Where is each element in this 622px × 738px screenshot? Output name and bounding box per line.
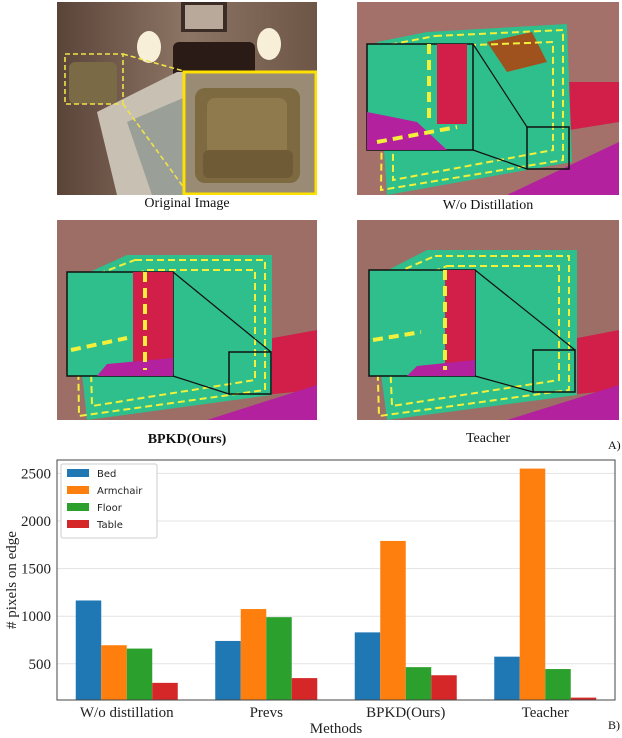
caption-bpkd: BPKD(Ours) [147,432,227,447]
legend-label: Table [96,520,123,531]
y-tick-label: 2000 [21,514,51,530]
teacher-segmentation [357,220,619,420]
legend-label: Armchair [97,486,143,497]
bpkd-panel [57,220,317,420]
legend-swatch [67,503,89,511]
legend-swatch [67,486,89,494]
original-image-panel [57,2,317,195]
part-label-b: B) [608,718,620,732]
wo-distillation-panel [357,2,619,195]
bar-armchair [240,609,267,700]
caption-teacher: Teacher [465,431,511,446]
bar-table [152,682,178,700]
bar-armchair [380,540,406,700]
caption-wo-distillation: W/o Distillation [442,198,534,213]
pixels-on-edge-bar-chart: 500 1000 1500 2000 2500 W/o distillation Prev… [4,459,616,737]
y-ticks: 500 1000 1500 2000 2500 [21,466,51,672]
legend-swatch [67,469,89,477]
legend-swatch [67,520,89,528]
y-axis-label: # pixels on edge [4,531,20,629]
y-tick-label: 500 [29,657,52,673]
legend-label: Bed [97,469,116,480]
legend-label: Floor [97,503,123,514]
y-tick-label: 2500 [21,466,51,482]
bar-bed [354,632,381,700]
bar-armchair [519,468,546,700]
plot-frame [56,459,616,701]
x-tick-label: BPKD(Ours) [366,705,445,721]
y-tick-label: 1500 [21,562,51,578]
y-tick-label: 1000 [21,609,51,625]
bar-bed [215,640,241,700]
x-ticks: W/o distillation Prevs BPKD(Ours) Teacher [80,705,569,721]
x-tick-label: W/o distillation [80,705,174,721]
bar-floor [405,667,432,700]
bar-bed [494,656,520,700]
legend-box [60,463,158,539]
bar-bed [75,600,102,700]
bar-floor [545,669,571,700]
bar-floor [266,617,292,700]
original-image [57,2,317,195]
bar-table [431,675,457,700]
bars-layer [75,468,597,700]
teacher-panel [357,220,619,420]
bar-armchair [101,645,127,700]
wo-distillation-segmentation [357,2,619,195]
x-tick-label: Teacher [522,705,569,721]
chart-legend: Bed Armchair Floor Table [60,463,158,539]
bar-table [570,697,597,700]
x-axis-label: Methods [310,721,363,737]
x-tick-label: Prevs [250,705,283,721]
bar-floor [126,648,153,700]
zoom-source-box [64,53,124,105]
caption-original-image: Original Image [144,196,230,211]
bpkd-segmentation [57,220,317,420]
bar-table [291,678,318,700]
part-label-a: A) [608,438,621,452]
